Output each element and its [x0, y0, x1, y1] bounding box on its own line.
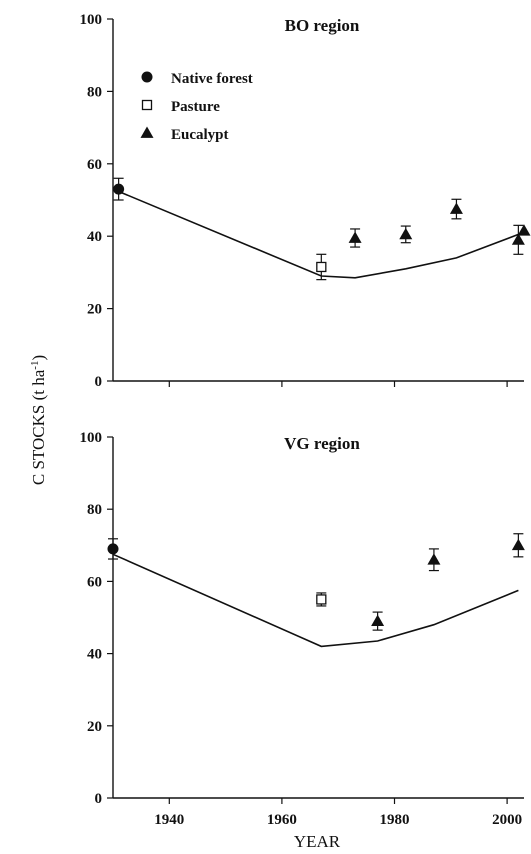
y-tick-label: 60	[87, 157, 102, 173]
y-tick-label: 20	[87, 719, 102, 735]
model-line	[112, 553, 519, 648]
data-point-eucalypt	[511, 233, 525, 245]
y-tick-label: 40	[87, 229, 102, 245]
legend-marker-native-forest	[141, 71, 153, 83]
data-point-eucalypt	[449, 202, 463, 214]
legend-marker-eucalypt	[140, 126, 154, 138]
legend-label: Eucalypt	[171, 127, 229, 143]
y-tick-label: 40	[87, 647, 102, 663]
data-point-native-forest	[107, 543, 119, 555]
x-axis-label: YEAR	[294, 832, 341, 851]
panel-vg-region: 0 20 40 60 80 100 1940 1960 1980 2000 VG region	[80, 430, 525, 828]
y-axis-label: C STOCKS (t ha-1)	[29, 355, 48, 485]
y-axis-label-main: C STOCKS (t ha	[29, 369, 48, 485]
y-tick-label: 0	[95, 791, 103, 807]
panel-title: VG region	[284, 434, 360, 453]
data-point-eucalypt	[511, 538, 525, 551]
data-point-pasture	[316, 594, 327, 605]
y-axis-label-sup: -1	[29, 361, 41, 370]
data-point-eucalypt	[517, 224, 531, 236]
data-point-eucalypt	[348, 231, 362, 243]
y-axis-label-close: )	[29, 355, 48, 361]
legend-label: Pasture	[171, 99, 220, 115]
model-line	[112, 188, 519, 279]
y-tick-label: 80	[87, 502, 102, 518]
y-tick-label: 20	[87, 302, 102, 318]
legend-marker-pasture	[141, 99, 153, 111]
panel-title: BO region	[285, 16, 360, 35]
x-tick-label: 1940	[154, 812, 184, 828]
legend-label: Native forest	[171, 71, 253, 87]
y-tick-label: 100	[80, 430, 103, 446]
data-point-pasture	[316, 261, 327, 273]
x-tick-label: 1980	[380, 812, 410, 828]
x-tick-label: 1960	[267, 812, 297, 828]
data-point-native-forest	[113, 183, 125, 195]
data-point-eucalypt	[399, 227, 413, 240]
y-tick-label: 0	[95, 374, 103, 390]
x-tick-label: 2000	[492, 812, 522, 828]
y-tick-label: 80	[87, 84, 102, 100]
y-tick-label: 100	[80, 12, 103, 28]
data-point-eucalypt	[427, 553, 441, 565]
panel-bo-region: 0 20 40 60 80 100 BO region Native forest Pastur…	[80, 12, 531, 390]
data-point-eucalypt	[371, 614, 385, 626]
y-tick-label: 60	[87, 574, 102, 590]
